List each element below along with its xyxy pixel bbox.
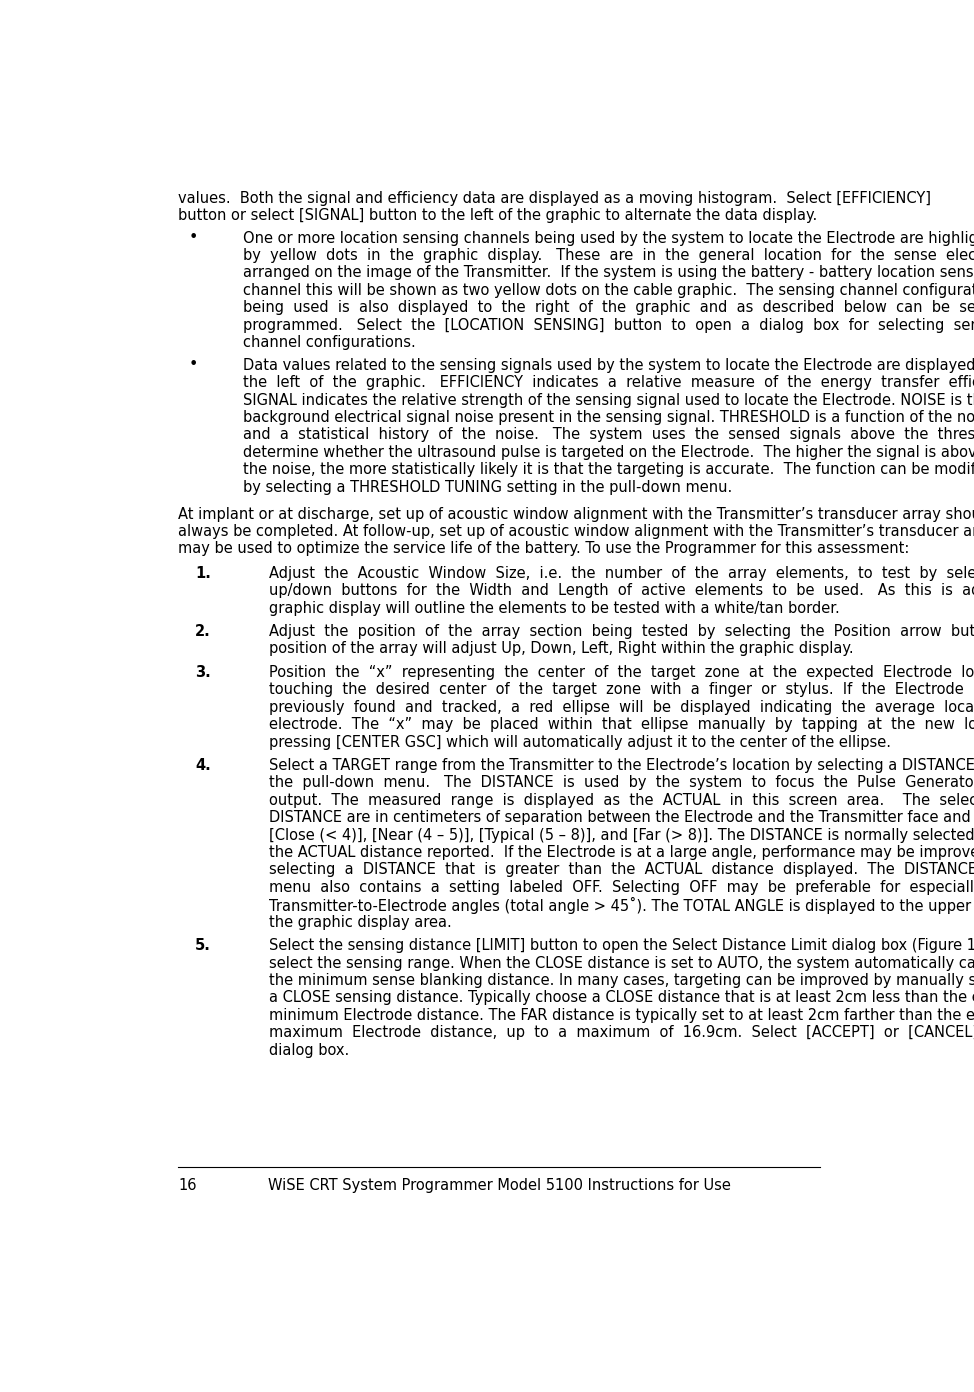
Text: background electrical signal noise present in the sensing signal. THRESHOLD is a: background electrical signal noise prese… [243, 409, 974, 425]
Text: SIGNAL indicates the relative strength of the sensing signal used to locate the : SIGNAL indicates the relative strength o… [243, 393, 974, 408]
Text: the  pull-down  menu.   The  DISTANCE  is  used  by  the  system  to  focus  the: the pull-down menu. The DISTANCE is used… [269, 775, 974, 791]
Text: DISTANCE are in centimeters of separation between the Electrode and the Transmit: DISTANCE are in centimeters of separatio… [269, 810, 974, 825]
Text: values.  Both the signal and efficiency data are displayed as a moving histogram: values. Both the signal and efficiency d… [178, 191, 931, 206]
Text: output.  The  measured  range  is  displayed  as  the  ACTUAL  in  this  screen : output. The measured range is displayed … [269, 793, 974, 807]
Text: •: • [188, 230, 198, 245]
Text: button or select [SIGNAL] button to the left of the graphic to alternate the dat: button or select [SIGNAL] button to the … [178, 207, 817, 223]
Text: determine whether the ultrasound pulse is targeted on the Electrode.  The higher: determine whether the ultrasound pulse i… [243, 444, 974, 459]
Text: •: • [188, 356, 198, 372]
Text: 1.: 1. [195, 565, 210, 580]
Text: Transmitter-to-Electrode angles (total angle > 45˚). The TOTAL ANGLE is displaye: Transmitter-to-Electrode angles (total a… [269, 898, 974, 915]
Text: a CLOSE sensing distance. Typically choose a CLOSE distance that is at least 2cm: a CLOSE sensing distance. Typically choo… [269, 990, 974, 1005]
Text: At implant or at discharge, set up of acoustic window alignment with the Transmi: At implant or at discharge, set up of ac… [178, 507, 974, 522]
Text: Select a TARGET range from the Transmitter to the Electrode’s location by select: Select a TARGET range from the Transmitt… [269, 759, 974, 773]
Text: up/down  buttons  for  the  Width  and  Length  of  active  elements  to  be  us: up/down buttons for the Width and Length… [269, 583, 974, 599]
Text: selecting  a  DISTANCE  that  is  greater  than  the  ACTUAL  distance  displaye: selecting a DISTANCE that is greater tha… [269, 863, 974, 877]
Text: arranged on the image of the Transmitter.  If the system is using the battery - : arranged on the image of the Transmitter… [243, 266, 974, 280]
Text: electrode.  The  “x”  may  be  placed  within  that  ellipse  manually  by  tapp: electrode. The “x” may be placed within … [269, 717, 974, 732]
Text: dialog box.: dialog box. [269, 1043, 350, 1058]
Text: WiSE CRT System Programmer Model 5100 Instructions for Use: WiSE CRT System Programmer Model 5100 In… [268, 1178, 730, 1193]
Text: channel this will be shown as two yellow dots on the cable graphic.  The sensing: channel this will be shown as two yellow… [243, 283, 974, 298]
Text: graphic display will outline the elements to be tested with a white/tan border.: graphic display will outline the element… [269, 600, 840, 615]
Text: touching  the  desired  center  of  the  target  zone  with  a  finger  or  styl: touching the desired center of the targe… [269, 682, 974, 697]
Text: [Close (< 4)], [Near (4 – 5)], [Typical (5 – 8)], and [Far (> 8)]. The DISTANCE : [Close (< 4)], [Near (4 – 5)], [Typical … [269, 828, 974, 842]
Text: the minimum sense blanking distance. In many cases, targeting can be improved by: the minimum sense blanking distance. In … [269, 973, 974, 988]
Text: Adjust  the  Acoustic  Window  Size,  i.e.  the  number  of  the  array  element: Adjust the Acoustic Window Size, i.e. th… [269, 565, 974, 580]
Text: position of the array will adjust Up, Down, Left, Right within the graphic displ: position of the array will adjust Up, Do… [269, 642, 853, 657]
Text: One or more location sensing channels being used by the system to locate the Ele: One or more location sensing channels be… [243, 231, 974, 245]
Text: by selecting a THRESHOLD TUNING setting in the pull-down menu.: by selecting a THRESHOLD TUNING setting … [243, 480, 731, 494]
Text: programmed.   Select  the  [LOCATION  SENSING]  button  to  open  a  dialog  box: programmed. Select the [LOCATION SENSING… [243, 317, 974, 333]
Text: Adjust  the  position  of  the  array  section  being  tested  by  selecting  th: Adjust the position of the array section… [269, 624, 974, 639]
Text: Select the sensing distance [LIMIT] button to open the Select Distance Limit dia: Select the sensing distance [LIMIT] butt… [269, 938, 974, 954]
Text: 3.: 3. [195, 665, 210, 679]
Text: 16: 16 [178, 1178, 197, 1193]
Text: may be used to optimize the service life of the battery. To use the Programmer f: may be used to optimize the service life… [178, 541, 910, 557]
Text: maximum  Electrode  distance,  up  to  a  maximum  of  16.9cm.  Select  [ACCEPT]: maximum Electrode distance, up to a maxi… [269, 1025, 974, 1040]
Text: channel configurations.: channel configurations. [243, 335, 415, 349]
Text: 5.: 5. [195, 938, 210, 954]
Text: the  left  of  the  graphic.   EFFICIENCY  indicates  a  relative  measure  of  : the left of the graphic. EFFICIENCY indi… [243, 374, 974, 390]
Text: menu  also  contains  a  setting  labeled  OFF.  Selecting  OFF  may  be  prefer: menu also contains a setting labeled OFF… [269, 880, 974, 895]
Text: the graphic display area.: the graphic display area. [269, 915, 452, 930]
Text: 2.: 2. [195, 624, 210, 639]
Text: Position  the  “x”  representing  the  center  of  the  target  zone  at  the  e: Position the “x” representing the center… [269, 665, 974, 679]
Text: minimum Electrode distance. The FAR distance is typically set to at least 2cm fa: minimum Electrode distance. The FAR dist… [269, 1008, 974, 1023]
Text: previously  found  and  tracked,  a  red  ellipse  will  be  displayed  indicati: previously found and tracked, a red elli… [269, 700, 974, 714]
Text: the ACTUAL distance reported.  If the Electrode is at a large angle, performance: the ACTUAL distance reported. If the Ele… [269, 845, 974, 860]
Text: 4.: 4. [195, 759, 210, 773]
Text: select the sensing range. When the CLOSE distance is set to AUTO, the system aut: select the sensing range. When the CLOSE… [269, 955, 974, 970]
Text: and  a  statistical  history  of  the  noise.   The  system  uses  the  sensed  : and a statistical history of the noise. … [243, 427, 974, 443]
Text: by  yellow  dots  in  the  graphic  display.   These  are  in  the  general  loc: by yellow dots in the graphic display. T… [243, 248, 974, 263]
Text: being  used  is  also  displayed  to  the  right  of  the  graphic  and  as  des: being used is also displayed to the righ… [243, 301, 974, 315]
Text: the noise, the more statistically likely it is that the targeting is accurate.  : the noise, the more statistically likely… [243, 462, 974, 477]
Text: pressing [CENTER GSC] which will automatically adjust it to the center of the el: pressing [CENTER GSC] which will automat… [269, 735, 891, 749]
Text: Data values related to the sensing signals used by the system to locate the Elec: Data values related to the sensing signa… [243, 358, 974, 373]
Text: always be completed. At follow-up, set up of acoustic window alignment with the : always be completed. At follow-up, set u… [178, 523, 974, 539]
